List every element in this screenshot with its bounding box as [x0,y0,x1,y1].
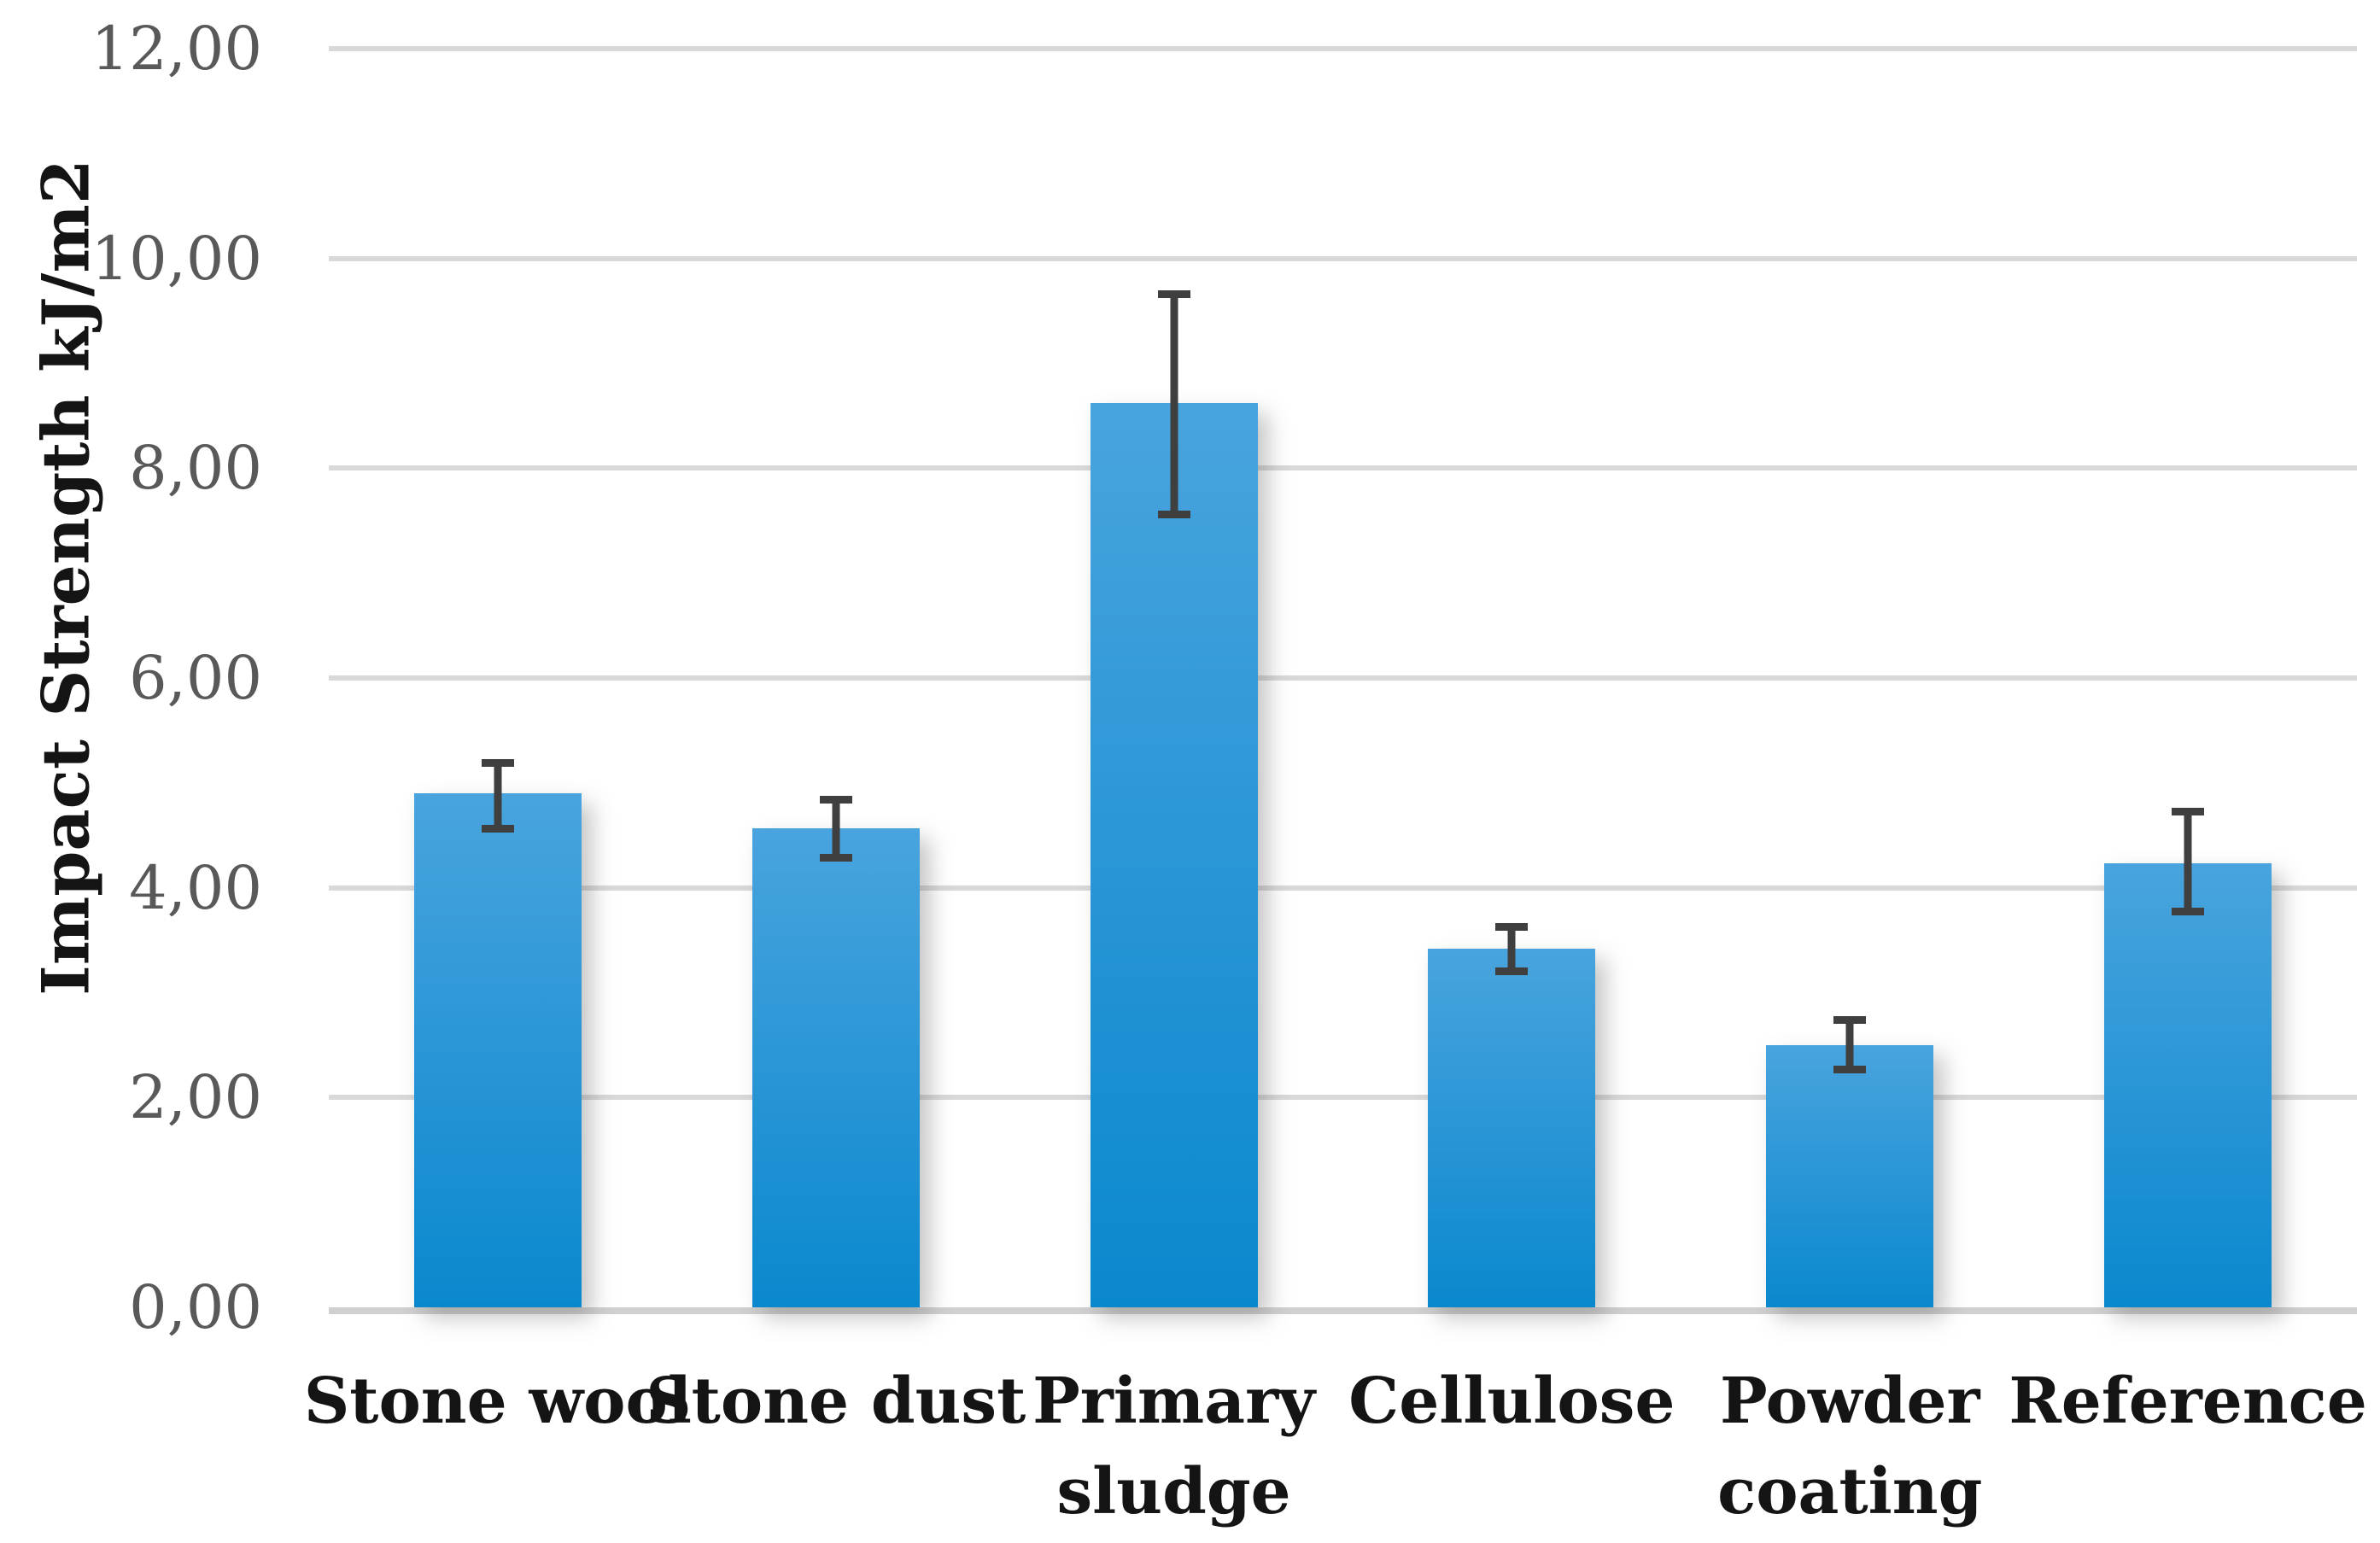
category-label-primary-sludge: Primary sludge [1032,1365,1316,1528]
y-tick-label-0-00: 0,00 [129,1272,262,1342]
error-bar-stone-dust [819,795,852,862]
category-label-reference: Reference [2009,1365,2367,1438]
y-tick-label-10-00: 10,00 [91,223,262,294]
error-bar-stem [494,762,502,829]
gridline-4 [329,885,2357,891]
error-bar-stone-wool [481,758,514,833]
y-tick-label-2-00: 2,00 [129,1062,262,1133]
category-label-stone-wool: Stone wool [303,1365,692,1438]
y-tick-label-12-00: 12,00 [91,14,262,84]
gridline-2 [329,1095,2357,1101]
y-tick-label-4-00: 4,00 [129,852,262,923]
gridline-6 [329,675,2357,681]
error-bar-stem [1845,1019,1854,1071]
y-tick-label-8-00: 8,00 [129,433,262,504]
error-bar-reference [2172,808,2205,915]
error-bar-stem [2184,811,2192,912]
error-bar-stem [832,798,840,858]
error-bar-powder-coating [1833,1015,1867,1074]
bar-powder-coating [1766,1044,1934,1307]
x-axis-line [329,1307,2357,1314]
bar-cellulose [1428,948,1596,1307]
error-bar-stem [1507,926,1516,972]
category-label-stone-dust: Stone dust [646,1365,1026,1438]
y-tick-label-6-00: 6,00 [129,643,262,713]
error-bar-stem [1170,293,1178,516]
bar-primary-sludge [1090,403,1258,1307]
bar-reference [2104,863,2272,1307]
error-bar-primary-sludge [1157,289,1190,519]
bar-stone-wool [413,793,582,1307]
category-label-powder-coating: Powder coating [1717,1365,1983,1528]
bar-stone-dust [751,827,920,1307]
gridline-10 [329,255,2357,261]
gridline-12 [329,46,2357,51]
gridline-8 [329,465,2357,471]
error-bar-cellulose [1495,923,1529,975]
category-label-cellulose: Cellulose [1348,1365,1675,1438]
